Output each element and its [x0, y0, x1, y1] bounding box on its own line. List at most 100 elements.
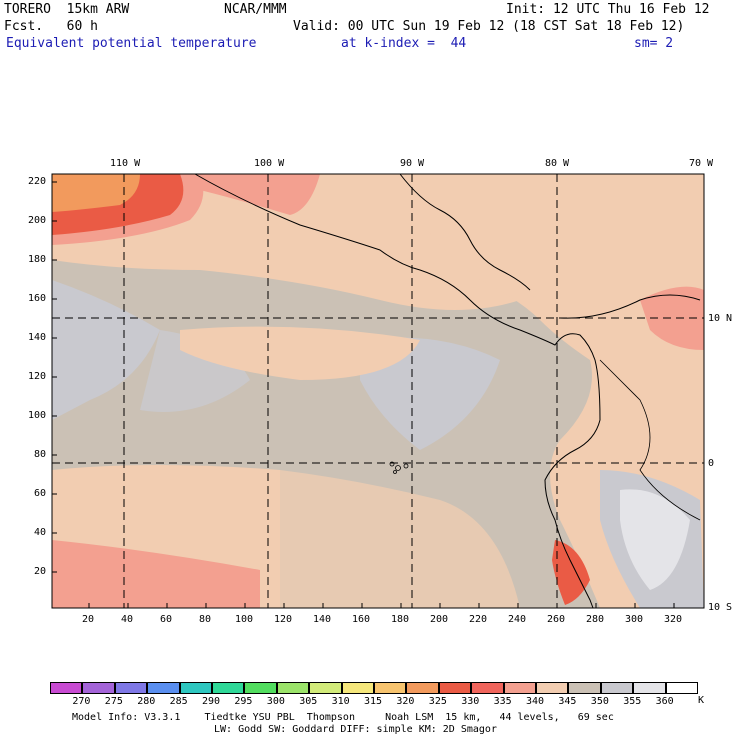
x-tick-label: 100	[235, 614, 254, 625]
y-tick-label: 160	[27, 293, 46, 304]
colorbar-swatch	[82, 682, 115, 694]
andes-light	[620, 489, 690, 590]
theta-e-field	[52, 174, 704, 608]
colorbar-label: 325	[428, 696, 447, 707]
hot-band-southwest	[52, 540, 260, 608]
warm-streak-central	[180, 326, 420, 380]
x-tick-label: 240	[508, 614, 527, 625]
colorbar-label: 335	[493, 696, 512, 707]
colorbar-swatch	[600, 682, 634, 694]
forecast-hour: Fcst. 60 h	[4, 19, 98, 34]
colorbar-swatch	[536, 682, 569, 694]
y-tick-label: 80	[33, 449, 46, 460]
colorbar-label: 350	[590, 696, 609, 707]
graticule	[52, 174, 704, 608]
x-tick-label: 200	[430, 614, 449, 625]
coastline-west	[194, 173, 601, 609]
x-tick-label: 120	[274, 614, 293, 625]
colorbar-label: 280	[137, 696, 156, 707]
colorbar-swatch	[114, 682, 148, 694]
colorbar-swatch	[179, 682, 212, 694]
colorbar-swatch	[276, 682, 310, 694]
y-tick-label: 200	[27, 215, 46, 226]
lat-label: 10 S	[708, 602, 733, 613]
colorbar-swatch	[633, 682, 666, 694]
venezuela-hot	[640, 286, 704, 350]
colorbar-swatch	[244, 682, 277, 694]
colorbar-label: 305	[299, 696, 318, 707]
x-tick-label: 180	[391, 614, 410, 625]
warm-band-south-central	[280, 470, 520, 608]
y-tick-label: 140	[27, 332, 46, 343]
x-tick-label: 140	[313, 614, 332, 625]
physics-info: LW: Godd SW: Goddard DIFF: simple KM: 2D…	[214, 724, 497, 735]
lon-label: 80 W	[545, 158, 570, 169]
colorbar-swatch	[665, 682, 698, 694]
lon-label: 70 W	[689, 158, 714, 169]
colorbar-label: 295	[234, 696, 253, 707]
colorbar-label: 300	[266, 696, 285, 707]
x-tick-label: 300	[625, 614, 644, 625]
colorbar-swatch	[438, 682, 472, 694]
colorbar-label: 275	[104, 696, 123, 707]
colorbar-swatch	[503, 682, 536, 694]
level-index: at k-index = 44	[341, 36, 467, 51]
axis-ticks	[52, 181, 675, 608]
x-tick-label: 260	[547, 614, 566, 625]
x-tick-label: 20	[82, 614, 95, 625]
colorbar-label: 360	[655, 696, 674, 707]
colorbar-label: 290	[202, 696, 221, 707]
colorbar-label: 270	[72, 696, 91, 707]
colorbar-label: 320	[396, 696, 415, 707]
lon-label: 100 W	[254, 158, 285, 169]
x-tick-label: 320	[664, 614, 683, 625]
lat-label: 0	[708, 458, 715, 469]
y-tick-label: 180	[27, 254, 46, 265]
colorbar-swatch	[50, 682, 83, 694]
gray-patch-west	[52, 280, 160, 420]
y-tick-label: 20	[33, 566, 46, 577]
colorbar-label: 315	[364, 696, 383, 707]
y-tick-label: 100	[27, 410, 46, 421]
gray-patch-east	[360, 337, 500, 450]
colorbar-swatch	[309, 682, 342, 694]
colorbar-label: 330	[461, 696, 480, 707]
x-tick-label: 40	[121, 614, 134, 625]
coastline-north-sa	[559, 294, 701, 319]
x-tick-label: 60	[160, 614, 173, 625]
model-info: Model Info: V3.3.1 Tiedtke YSU PBL Thomp…	[72, 712, 614, 723]
colorbar-swatch	[147, 682, 180, 694]
colorbar-swatch	[406, 682, 439, 694]
lon-label: 110 W	[110, 158, 141, 169]
colorbar-label: 355	[623, 696, 642, 707]
y-tick-label: 60	[33, 488, 46, 499]
colorbar-label: 340	[526, 696, 545, 707]
x-tick-label: 220	[469, 614, 488, 625]
x-tick-label: 80	[199, 614, 212, 625]
map-frame	[51, 173, 705, 609]
colorbar-swatch	[212, 682, 245, 694]
colorbar-swatch	[568, 682, 601, 694]
border-lines	[599, 359, 701, 521]
colorbar-swatch	[374, 682, 407, 694]
galapagos-islands	[389, 461, 409, 474]
y-tick-label: 220	[27, 176, 46, 187]
x-tick-label: 280	[586, 614, 605, 625]
lat-label: 10 N	[708, 313, 733, 324]
coastline-caribbean	[399, 173, 531, 291]
y-tick-label: 40	[33, 527, 46, 538]
lon-label: 90 W	[400, 158, 425, 169]
colorbar-swatch	[341, 682, 374, 694]
valid-time: Valid: 00 UTC Sun 19 Feb 12 (18 CST Sat …	[293, 19, 685, 34]
init-time: Init: 12 UTC Thu 16 Feb 12	[506, 2, 710, 17]
colorbar-label: 345	[558, 696, 577, 707]
colorbar-label: 285	[169, 696, 188, 707]
y-tick-label: 120	[27, 371, 46, 382]
peru-hot	[552, 540, 590, 605]
orange-zone-nw	[52, 174, 140, 212]
center-name: NCAR/MMM	[224, 2, 287, 17]
colorbar-label: 310	[331, 696, 350, 707]
smoothing: sm= 2	[634, 36, 674, 51]
colorbar-swatch	[471, 682, 504, 694]
